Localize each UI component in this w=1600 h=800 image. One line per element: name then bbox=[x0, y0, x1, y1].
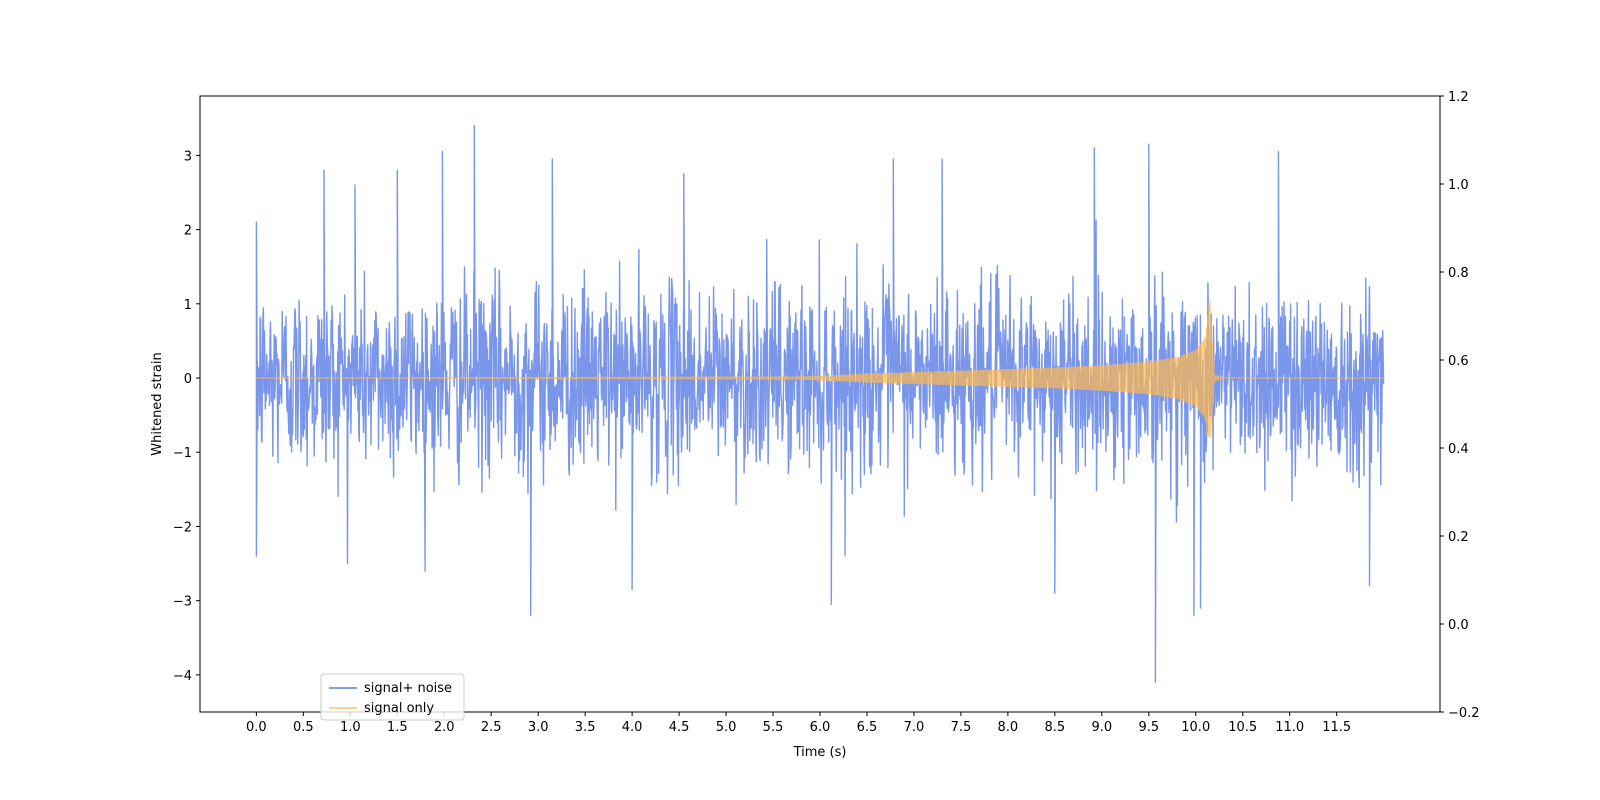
x-tick-label: 10.5 bbox=[1228, 720, 1257, 735]
y-tick-label: 2 bbox=[184, 224, 192, 239]
y2-tick-label: 0.6 bbox=[1448, 354, 1469, 369]
x-axis-ticks: 0.0 0.5 1.0 1.5 2.0 2.5 3.0 3.5 4.0 4.5 5.0 5.5 6.0 6… bbox=[246, 712, 1351, 735]
x-tick-label: 2.0 bbox=[434, 720, 455, 735]
y-tick-label: −1 bbox=[173, 446, 192, 461]
x-tick-label: 9.5 bbox=[1138, 720, 1159, 735]
y-tick-label: −3 bbox=[173, 595, 192, 610]
x-tick-label: 2.5 bbox=[481, 720, 502, 735]
x-tick-label: 0.0 bbox=[246, 720, 267, 735]
x-tick-label: 1.5 bbox=[387, 720, 408, 735]
y2-tick-label: 0.4 bbox=[1448, 442, 1469, 457]
x-tick-label: 9.0 bbox=[1091, 720, 1112, 735]
y2-axis-ticks: 1.2 1.0 0.8 0.6 0.4 0.2 0.0 −0.2 bbox=[1440, 90, 1480, 721]
legend: signal+ noise signal only bbox=[320, 673, 465, 721]
y-tick-label: −4 bbox=[173, 669, 192, 684]
y2-tick-label: 1.2 bbox=[1448, 90, 1469, 105]
x-tick-label: 6.0 bbox=[810, 720, 831, 735]
x-tick-label: 11.5 bbox=[1322, 720, 1351, 735]
y2-tick-label: 0.0 bbox=[1448, 618, 1469, 633]
legend-label-signal-only: signal only bbox=[364, 701, 434, 716]
y2-tick-label: 1.0 bbox=[1448, 178, 1469, 193]
series-signal-only-line bbox=[256, 299, 1384, 438]
x-tick-label: 5.0 bbox=[716, 720, 737, 735]
x-tick-label: 7.0 bbox=[904, 720, 925, 735]
series-signal-noise-line bbox=[255, 125, 1385, 683]
y2-tick-label: −0.2 bbox=[1448, 706, 1480, 721]
y-axis-ticks: 3 2 1 0 −1 −2 −3 −4 bbox=[173, 149, 200, 684]
x-axis-label: Time (s) bbox=[793, 745, 847, 760]
y-axis-label: Whitened strain bbox=[150, 352, 165, 455]
x-tick-label: 3.5 bbox=[575, 720, 596, 735]
x-tick-label: 5.5 bbox=[763, 720, 784, 735]
x-tick-label: 8.5 bbox=[1045, 720, 1066, 735]
y2-tick-label: 0.2 bbox=[1448, 530, 1469, 545]
x-tick-label: 11.0 bbox=[1275, 720, 1304, 735]
x-tick-label: 0.5 bbox=[293, 720, 314, 735]
legend-label-signal-noise: signal+ noise bbox=[364, 681, 452, 696]
y-tick-label: 3 bbox=[184, 149, 192, 164]
x-tick-label: 4.0 bbox=[622, 720, 643, 735]
y2-tick-label: 0.8 bbox=[1448, 266, 1469, 281]
x-tick-label: 6.5 bbox=[857, 720, 878, 735]
x-tick-label: 3.0 bbox=[528, 720, 549, 735]
plot-area bbox=[255, 125, 1385, 683]
x-tick-label: 8.0 bbox=[998, 720, 1019, 735]
y-tick-label: 0 bbox=[184, 372, 192, 387]
x-tick-label: 7.5 bbox=[951, 720, 972, 735]
y-tick-label: −2 bbox=[173, 520, 192, 535]
x-tick-label: 10.0 bbox=[1181, 720, 1210, 735]
x-tick-label: 1.0 bbox=[340, 720, 361, 735]
x-tick-label: 4.5 bbox=[669, 720, 690, 735]
y-tick-label: 1 bbox=[184, 298, 192, 313]
